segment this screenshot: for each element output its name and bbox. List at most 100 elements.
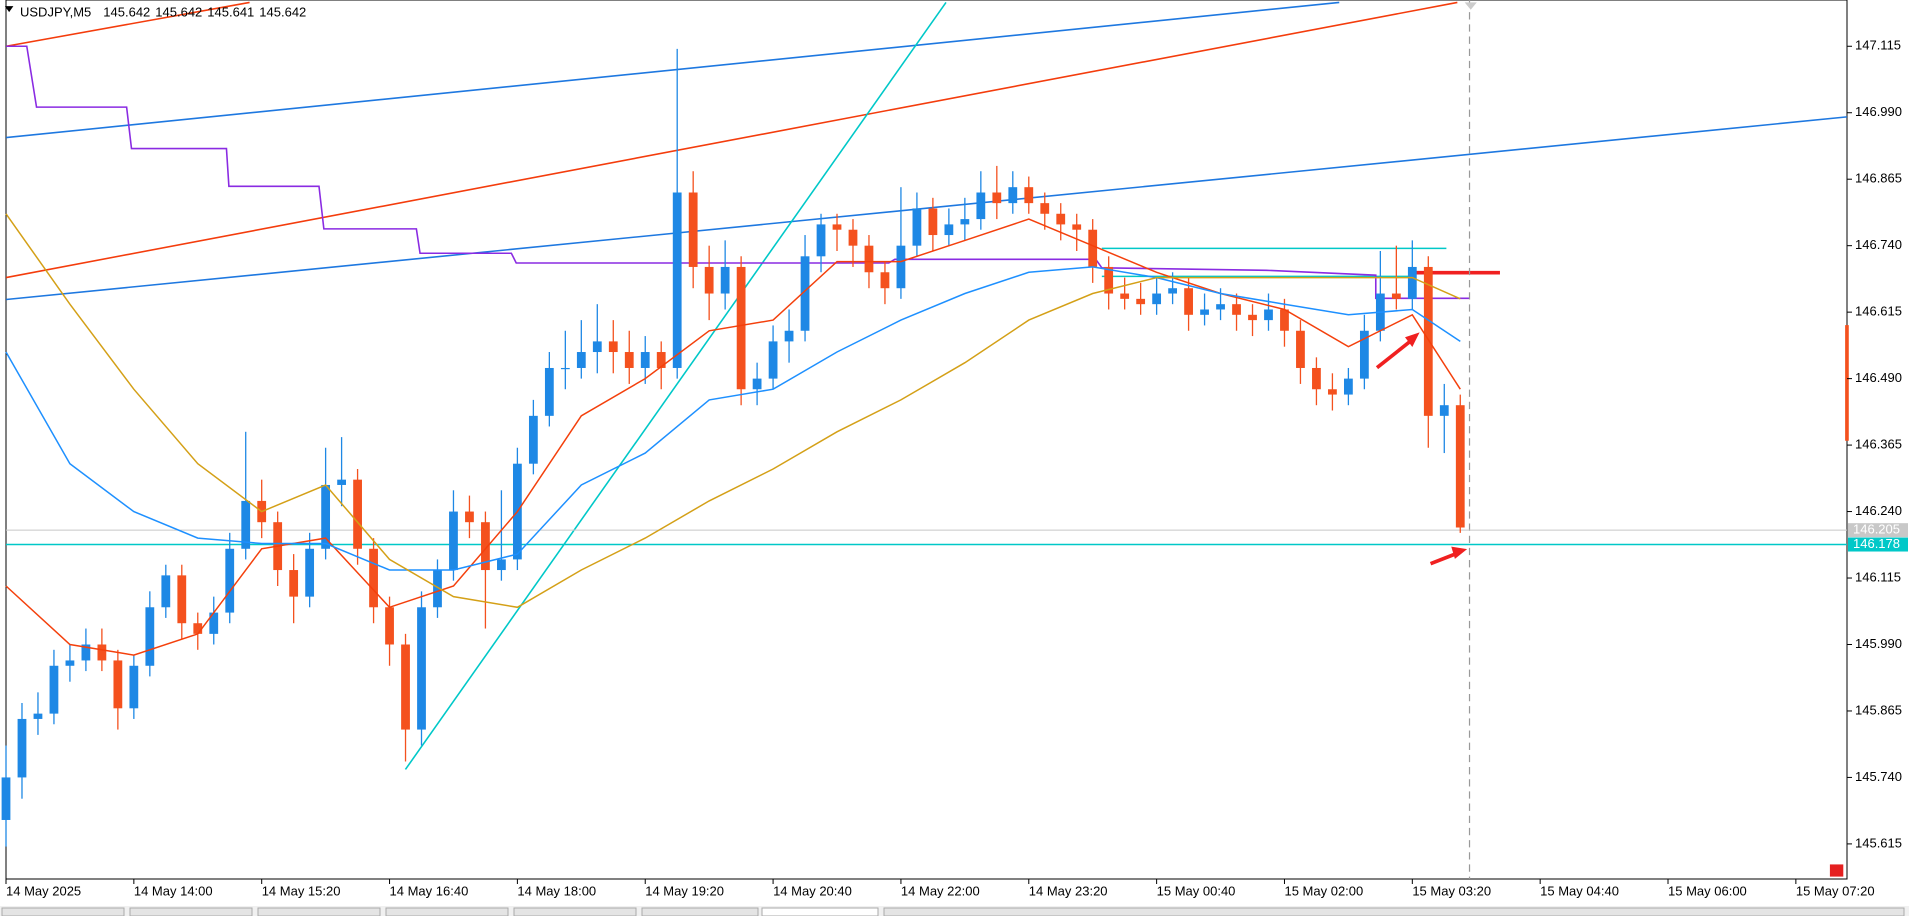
candle-body (1008, 187, 1018, 204)
candle-body (784, 330, 794, 342)
y-tick-label: 145.990 (1855, 636, 1902, 651)
y-tick-label: 146.115 (1855, 569, 1901, 584)
candle-body (944, 224, 954, 236)
header-value: 145.641 (207, 4, 254, 19)
candle-body (161, 575, 171, 608)
trend-line (6, 1, 1340, 139)
candle-body (1152, 293, 1162, 305)
x-tick-label: 15 May 03:20 (1412, 883, 1491, 898)
candle-body (544, 367, 554, 416)
candle-body (449, 511, 458, 571)
x-tick-label: 14 May 20:40 (773, 883, 852, 898)
candle-body (1184, 288, 1193, 315)
tab[interactable] (129, 907, 253, 916)
candle-body (992, 192, 1002, 204)
candle-body (49, 665, 59, 714)
x-tick-label: 14 May 23:20 (1029, 883, 1108, 898)
trend-line (5, 1, 250, 48)
candle-body (800, 256, 810, 331)
step-indicator (6, 45, 1470, 300)
candle-body (528, 415, 538, 464)
candle-body (976, 192, 986, 220)
tab[interactable] (641, 907, 759, 916)
y-tick-label: 146.365 (1855, 437, 1902, 452)
candle-body (576, 352, 586, 368)
candle-body (65, 660, 75, 666)
candle-body (688, 192, 698, 267)
symbol: USDJPY,M5 (20, 4, 91, 19)
candle-body (1280, 309, 1289, 331)
candle-body (1312, 367, 1321, 390)
candle-body (1344, 378, 1353, 395)
x-tick-label: 14 May 16:40 (390, 883, 469, 898)
candle-body (417, 607, 426, 730)
candle-body (1423, 266, 1433, 416)
tab[interactable] (1, 907, 125, 916)
candle-body (305, 548, 315, 597)
bottom-tabs (0, 906, 1909, 916)
moving-average (5, 218, 1461, 656)
bid-tag-label: 146.205 (1853, 522, 1900, 537)
candle-body (1391, 293, 1401, 299)
trend-line (404, 1, 947, 770)
candle-body (1, 777, 11, 820)
candle-body (241, 500, 251, 549)
x-tick-label: 15 May 00:40 (1157, 883, 1236, 898)
candle-body (1439, 405, 1449, 416)
candle-body (1056, 213, 1066, 225)
candle-body (1455, 405, 1465, 528)
y-tick-label: 145.615 (1855, 835, 1902, 850)
bid-tag (1848, 523, 1908, 538)
candle-body (896, 245, 906, 289)
header-value: 145.642 (155, 4, 202, 19)
candle-body (97, 644, 107, 661)
candle-body (465, 511, 474, 523)
x-tick-label: 15 May 04:40 (1540, 883, 1619, 898)
candle-body (1120, 293, 1130, 299)
candle-body (177, 575, 187, 624)
candle-body (17, 718, 27, 778)
x-tick-label: 14 May 18:00 (517, 883, 596, 898)
trend-line (5, 1, 1458, 279)
candle-body (1264, 309, 1273, 321)
y-tick-label: 146.865 (1855, 171, 1902, 186)
x-tick-label: 14 May 15:20 (262, 883, 341, 898)
y-tick-label: 146.615 (1855, 304, 1902, 319)
candle-body (768, 341, 778, 379)
tab[interactable] (761, 907, 879, 916)
tab[interactable] (513, 907, 637, 916)
arrow-head (1404, 332, 1420, 347)
candle-body (497, 559, 506, 571)
level-tag-label: 146.178 (1853, 536, 1900, 551)
y-tick-label: 146.740 (1855, 237, 1902, 252)
candle-body (1072, 224, 1082, 230)
candle-body (385, 607, 394, 645)
tab[interactable] (883, 907, 1905, 916)
moving-average (5, 213, 1461, 609)
header-value: 145.642 (259, 4, 306, 19)
candle-body (1088, 229, 1098, 267)
x-tick-label: 15 May 06:00 (1668, 883, 1747, 898)
y-tick-label: 146.490 (1855, 370, 1902, 385)
candle-body (1328, 389, 1337, 395)
x-tick-label: 15 May 02:00 (1284, 883, 1363, 898)
candle-body (1216, 304, 1225, 310)
candle-body (1296, 330, 1305, 368)
candle-body (912, 208, 922, 246)
tab[interactable] (385, 907, 509, 916)
tab[interactable] (257, 907, 381, 916)
candle-body (1359, 330, 1369, 379)
candle-body (864, 245, 874, 273)
candle-body (560, 367, 570, 370)
candle-body (321, 484, 331, 549)
candle-body (656, 352, 666, 368)
y-tick-label: 146.240 (1855, 503, 1902, 518)
candle-body (832, 224, 842, 230)
arrow (1375, 338, 1414, 370)
candle-body (353, 479, 362, 549)
menu-arrow (4, 6, 14, 13)
candle-body (704, 266, 714, 294)
close-button[interactable] (1829, 864, 1844, 877)
